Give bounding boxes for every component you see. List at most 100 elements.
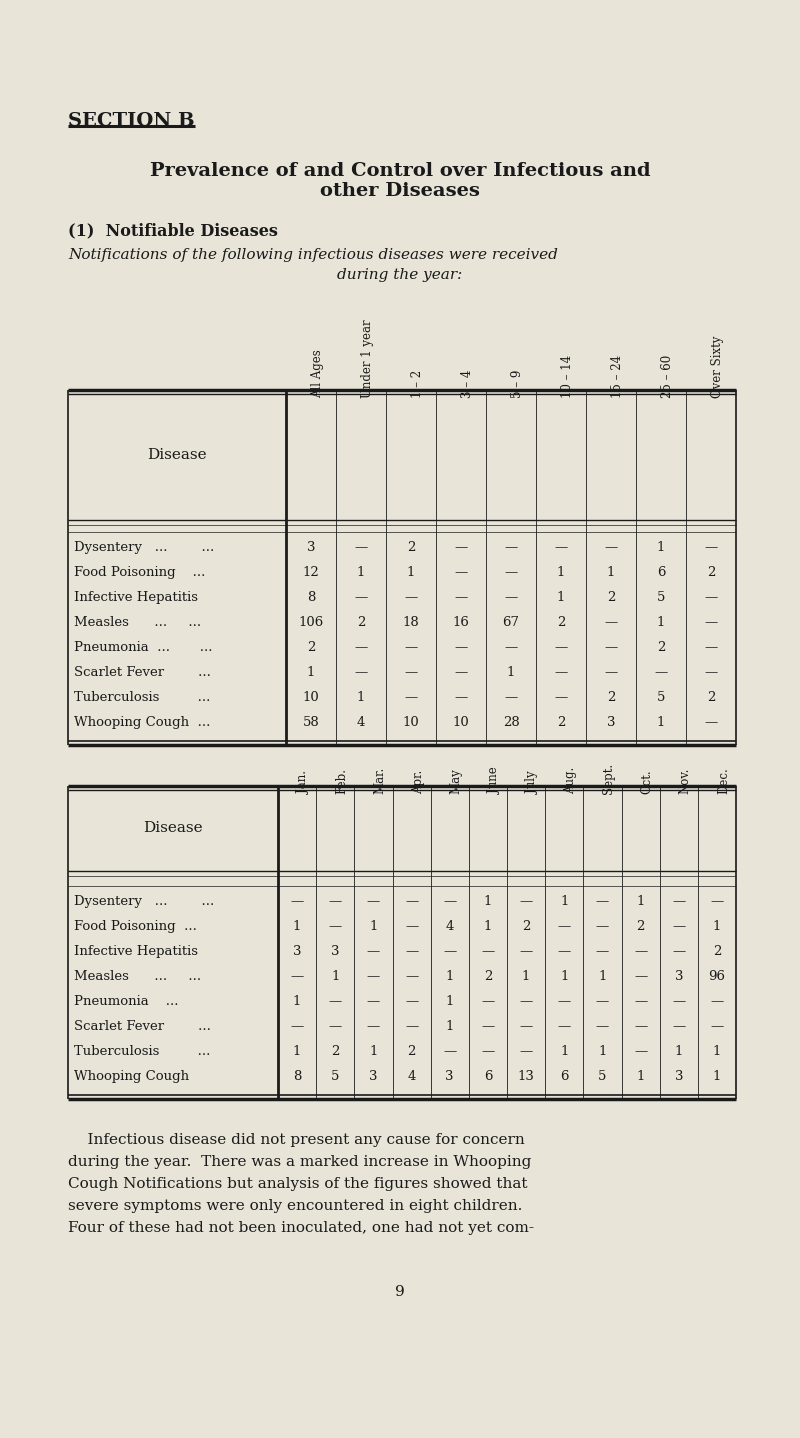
Text: —: — bbox=[404, 692, 418, 705]
Text: Mar.: Mar. bbox=[374, 766, 386, 794]
Text: —: — bbox=[604, 615, 618, 628]
Text: 4: 4 bbox=[446, 920, 454, 933]
Text: —: — bbox=[558, 995, 571, 1008]
Text: 2: 2 bbox=[522, 920, 530, 933]
Text: —: — bbox=[554, 541, 568, 554]
Text: 1: 1 bbox=[293, 920, 302, 933]
Text: 2: 2 bbox=[357, 615, 365, 628]
Text: —: — bbox=[482, 1020, 494, 1032]
Text: —: — bbox=[329, 920, 342, 933]
Text: —: — bbox=[710, 894, 723, 907]
Text: 67: 67 bbox=[502, 615, 519, 628]
Text: —: — bbox=[405, 920, 418, 933]
Text: —: — bbox=[354, 541, 368, 554]
Text: Pneumonia  ...       ...: Pneumonia ... ... bbox=[74, 641, 213, 654]
Text: —: — bbox=[454, 641, 468, 654]
Text: —: — bbox=[404, 666, 418, 679]
Text: —: — bbox=[634, 945, 647, 958]
Text: 1: 1 bbox=[607, 567, 615, 580]
Text: 1: 1 bbox=[357, 567, 365, 580]
Text: —: — bbox=[405, 971, 418, 984]
Text: Dec.: Dec. bbox=[717, 768, 730, 794]
Text: —: — bbox=[354, 666, 368, 679]
Text: —: — bbox=[596, 894, 609, 907]
Text: Scarlet Fever        ...: Scarlet Fever ... bbox=[74, 1020, 211, 1032]
Text: —: — bbox=[454, 541, 468, 554]
Text: —: — bbox=[290, 971, 304, 984]
Text: —: — bbox=[519, 1045, 533, 1058]
Text: —: — bbox=[454, 567, 468, 580]
Text: —: — bbox=[443, 1045, 456, 1058]
Text: 3: 3 bbox=[331, 945, 339, 958]
Text: 106: 106 bbox=[298, 615, 324, 628]
Text: 1: 1 bbox=[484, 894, 492, 907]
Text: 1: 1 bbox=[713, 1045, 721, 1058]
Text: Food Poisoning    ...: Food Poisoning ... bbox=[74, 567, 206, 580]
Text: 2: 2 bbox=[657, 641, 665, 654]
Text: during the year.  There was a marked increase in Whooping: during the year. There was a marked incr… bbox=[68, 1155, 531, 1169]
Text: Under 1 year: Under 1 year bbox=[361, 319, 374, 398]
Text: —: — bbox=[672, 995, 686, 1008]
Text: 12: 12 bbox=[302, 567, 319, 580]
Text: 1: 1 bbox=[557, 567, 565, 580]
Text: —: — bbox=[329, 1020, 342, 1032]
Text: —: — bbox=[672, 894, 686, 907]
Text: —: — bbox=[454, 591, 468, 604]
Text: 2: 2 bbox=[557, 716, 565, 729]
Text: Tuberculosis         ...: Tuberculosis ... bbox=[74, 692, 210, 705]
Text: 5: 5 bbox=[657, 692, 665, 705]
Text: —: — bbox=[604, 541, 618, 554]
Text: 8: 8 bbox=[293, 1070, 302, 1083]
Text: Sept.: Sept. bbox=[602, 764, 615, 794]
Text: —: — bbox=[710, 1020, 723, 1032]
Text: 1: 1 bbox=[307, 666, 315, 679]
Text: Notifications of the following infectious diseases were received: Notifications of the following infectiou… bbox=[68, 247, 558, 262]
Text: 3: 3 bbox=[674, 1070, 683, 1083]
Text: —: — bbox=[704, 615, 718, 628]
Text: Whooping Cough  ...: Whooping Cough ... bbox=[74, 716, 210, 729]
Text: —: — bbox=[704, 666, 718, 679]
Text: —: — bbox=[443, 894, 456, 907]
Text: 2: 2 bbox=[307, 641, 315, 654]
Text: 5 – 9: 5 – 9 bbox=[511, 370, 524, 398]
Text: Aug.: Aug. bbox=[564, 766, 578, 794]
Text: —: — bbox=[554, 666, 568, 679]
Text: —: — bbox=[354, 591, 368, 604]
Text: —: — bbox=[504, 567, 518, 580]
Text: Oct.: Oct. bbox=[641, 769, 654, 794]
Text: —: — bbox=[519, 995, 533, 1008]
Text: —: — bbox=[366, 894, 380, 907]
Text: —: — bbox=[672, 1020, 686, 1032]
Text: severe symptoms were only encountered in eight children.: severe symptoms were only encountered in… bbox=[68, 1199, 522, 1214]
Text: 10: 10 bbox=[453, 716, 470, 729]
Text: —: — bbox=[329, 894, 342, 907]
Text: —: — bbox=[519, 894, 533, 907]
Text: —: — bbox=[366, 945, 380, 958]
Text: 3 – 4: 3 – 4 bbox=[461, 370, 474, 398]
Text: 8: 8 bbox=[307, 591, 315, 604]
Text: 28: 28 bbox=[502, 716, 519, 729]
Text: 1: 1 bbox=[293, 1045, 302, 1058]
Text: Scarlet Fever        ...: Scarlet Fever ... bbox=[74, 666, 211, 679]
Text: Four of these had not been inoculated, one had not yet com-: Four of these had not been inoculated, o… bbox=[68, 1221, 534, 1235]
Text: Prevalence of and Control over Infectious and: Prevalence of and Control over Infectiou… bbox=[150, 162, 650, 180]
Text: 16: 16 bbox=[453, 615, 470, 628]
Text: 3: 3 bbox=[369, 1070, 378, 1083]
Text: 3: 3 bbox=[674, 971, 683, 984]
Text: —: — bbox=[354, 641, 368, 654]
Text: —: — bbox=[604, 641, 618, 654]
Text: —: — bbox=[634, 1045, 647, 1058]
Text: 2: 2 bbox=[707, 567, 715, 580]
Text: 3: 3 bbox=[306, 541, 315, 554]
Text: 1: 1 bbox=[657, 716, 665, 729]
Text: Food Poisoning  ...: Food Poisoning ... bbox=[74, 920, 197, 933]
Text: 6: 6 bbox=[484, 1070, 492, 1083]
Text: 58: 58 bbox=[302, 716, 319, 729]
Text: 2: 2 bbox=[407, 541, 415, 554]
Text: Whooping Cough: Whooping Cough bbox=[74, 1070, 189, 1083]
Text: —: — bbox=[634, 995, 647, 1008]
Text: 2: 2 bbox=[707, 692, 715, 705]
Text: —: — bbox=[558, 920, 571, 933]
Text: —: — bbox=[704, 716, 718, 729]
Text: All Ages: All Ages bbox=[311, 349, 324, 398]
